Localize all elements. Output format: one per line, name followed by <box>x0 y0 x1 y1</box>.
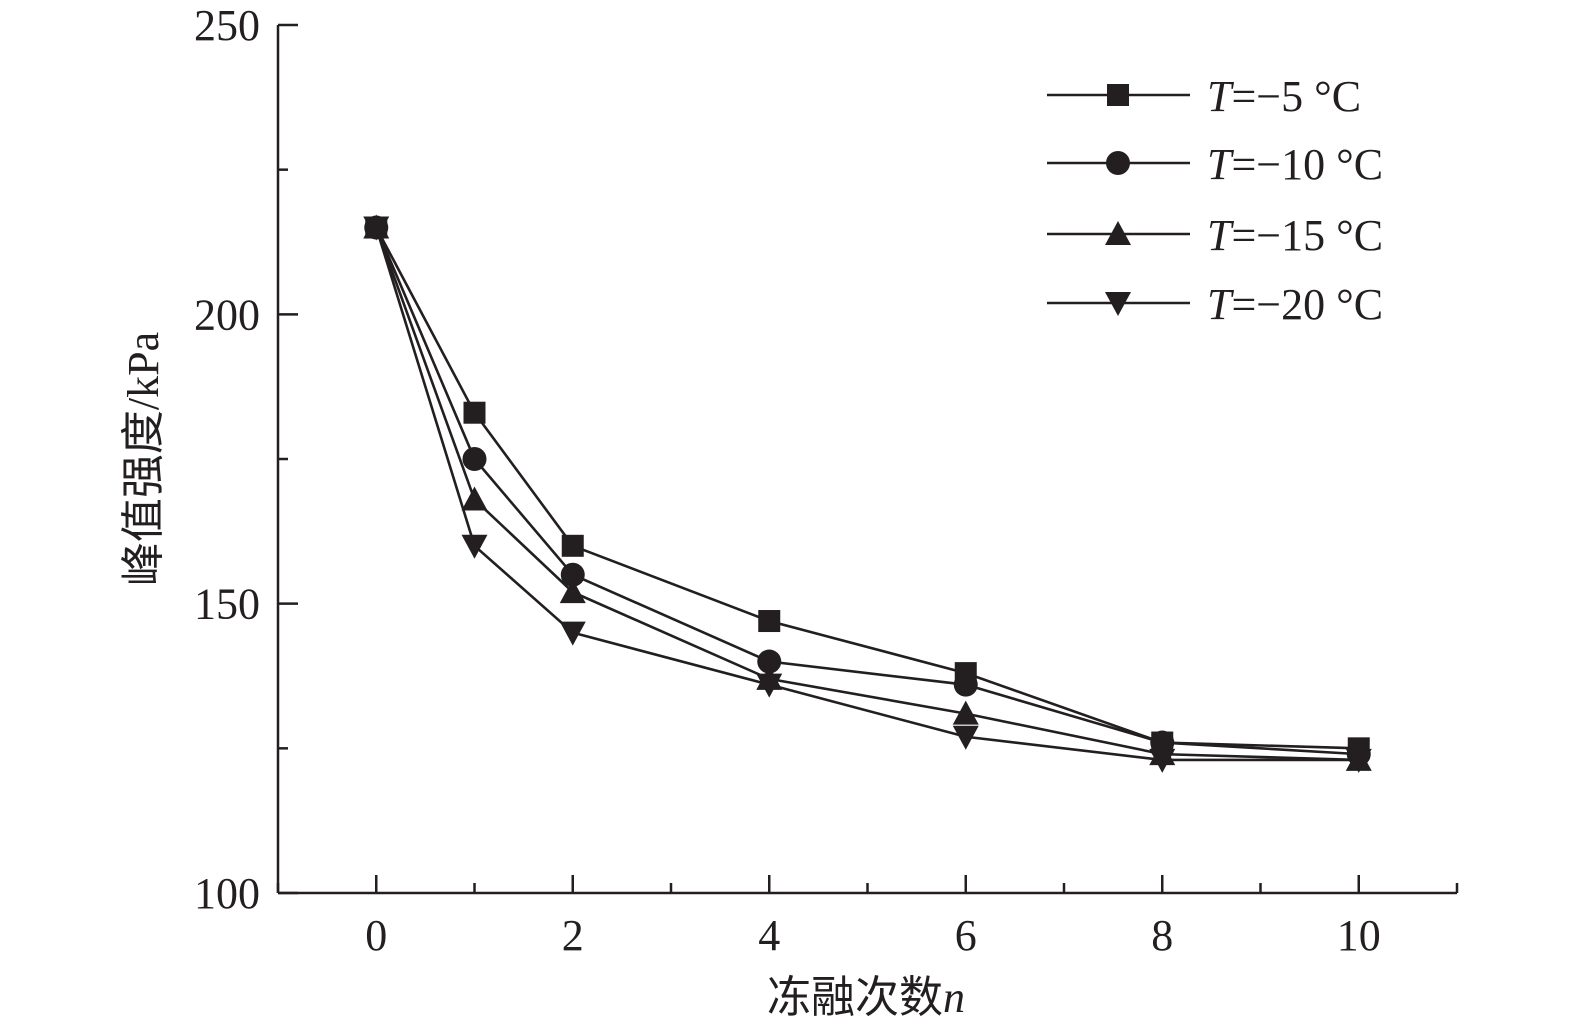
legend-label: T=−20 °C <box>1207 280 1383 329</box>
data-point <box>559 621 586 646</box>
data-point <box>1345 748 1372 773</box>
data-point <box>462 447 487 471</box>
data-point <box>560 562 585 587</box>
legend-entry: T=−20 °C <box>1047 280 1383 329</box>
legend-label: T=−10 °C <box>1207 140 1383 189</box>
x-axis-title: 冻融次数n <box>767 973 965 1022</box>
legend-label-variable: T <box>1207 140 1235 189</box>
y-tick-label: 200 <box>194 290 260 339</box>
y-tick-label: 150 <box>194 580 260 629</box>
series-4 <box>363 216 1372 773</box>
legend-entry: T=−5 °C <box>1047 72 1361 121</box>
y-tick-label: 100 <box>194 869 260 918</box>
x-axis-title-text: 冻融次数 <box>767 973 943 1022</box>
legend-entry: T=−10 °C <box>1047 140 1383 189</box>
legend-label-text: =−5 °C <box>1231 72 1361 121</box>
y-axis-title: 峰值强度/kPa <box>119 332 168 586</box>
x-tick-label: 6 <box>955 911 977 960</box>
legend-entry: T=−15 °C <box>1047 211 1383 260</box>
ticks: 100 150 200 250 0 2 4 6 8 10 <box>194 1 1459 960</box>
data-point <box>952 700 979 725</box>
series-group <box>363 214 1372 773</box>
legend-marker <box>1106 151 1130 175</box>
data-point <box>363 216 390 241</box>
legend-label-variable: T <box>1207 211 1235 260</box>
legend-label: T=−15 °C <box>1207 211 1383 260</box>
legend-marker <box>1105 221 1131 245</box>
legend: T=−5 °CT=−10 °CT=−15 °CT=−20 °C <box>1047 72 1383 329</box>
data-point <box>757 649 782 674</box>
legend-label: T=−5 °C <box>1207 72 1361 121</box>
data-point <box>952 725 979 750</box>
x-tick-label: 4 <box>758 911 780 960</box>
data-point <box>461 486 488 511</box>
data-point <box>756 673 783 698</box>
x-tick-label: 0 <box>365 911 387 960</box>
legend-label-text: =−20 °C <box>1231 280 1383 329</box>
legend-label-text: =−10 °C <box>1231 140 1383 189</box>
x-tick-label: 10 <box>1337 911 1381 960</box>
y-tick-label: 250 <box>194 1 260 50</box>
data-point <box>758 610 781 633</box>
data-point <box>559 579 586 604</box>
data-point <box>463 401 486 424</box>
data-point <box>953 672 978 697</box>
legend-marker <box>1105 292 1131 316</box>
x-tick-label: 2 <box>562 911 584 960</box>
legend-label-text: =−15 °C <box>1231 211 1383 260</box>
legend-marker <box>1107 84 1129 106</box>
legend-label-variable: T <box>1207 280 1235 329</box>
data-point <box>1149 748 1176 773</box>
data-point <box>461 534 488 559</box>
x-tick-label: 8 <box>1151 911 1173 960</box>
legend-label-variable: T <box>1207 72 1235 121</box>
data-point <box>561 534 584 557</box>
x-axis-title-variable: n <box>943 973 965 1022</box>
